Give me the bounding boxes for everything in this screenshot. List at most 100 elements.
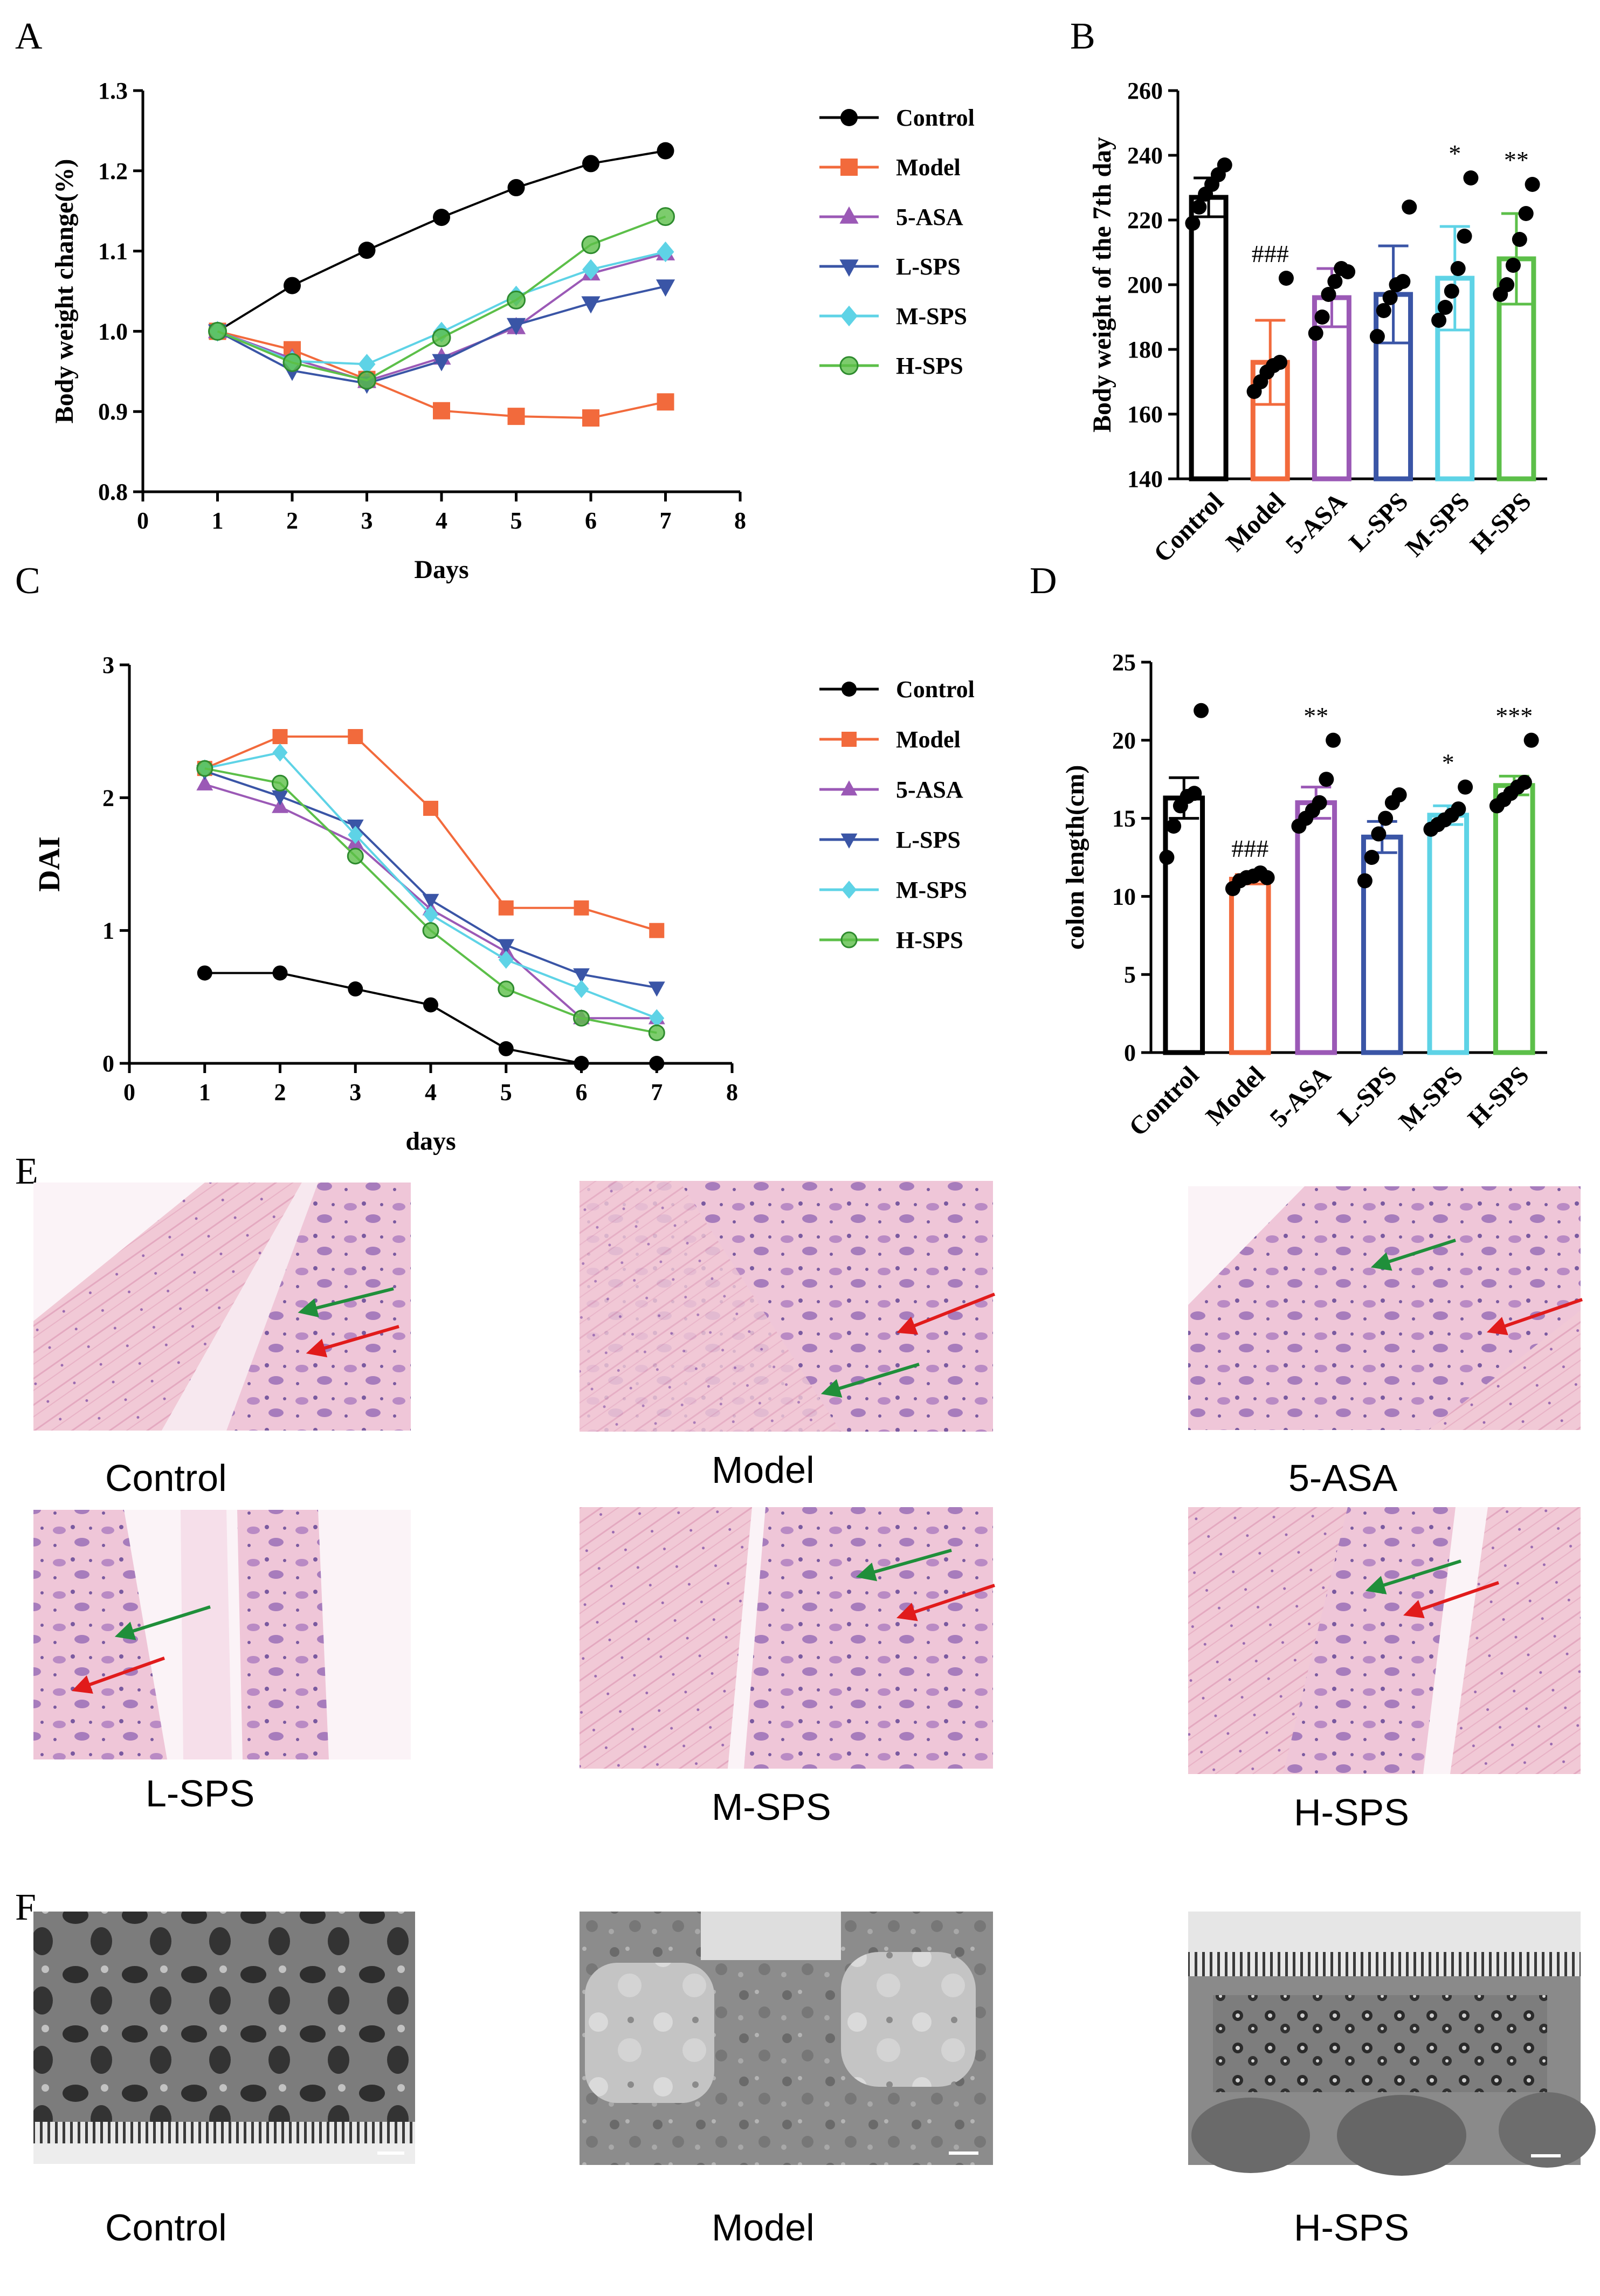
y-tick-label: 0.9 — [98, 398, 128, 425]
y-tick-label: 1.2 — [98, 158, 128, 184]
series-m-sps — [197, 743, 665, 1028]
legend-label: L-SPS — [896, 253, 961, 280]
point-control — [433, 209, 450, 226]
data-point-m-sps — [1451, 801, 1466, 817]
point-m-sps — [657, 241, 674, 263]
legend-marker-m-sps — [842, 881, 857, 899]
point-m-sps — [358, 354, 376, 375]
y-tick-label: 0 — [1124, 1040, 1136, 1066]
y-tick-label: 0 — [102, 1050, 114, 1077]
data-point-l-sps — [1371, 826, 1387, 842]
legend-marker-l-sps — [839, 259, 859, 277]
point-model — [582, 409, 599, 427]
data-point-l-sps — [1369, 329, 1385, 344]
he-caption-control: Control — [105, 1457, 227, 1499]
y-tick-label: 140 — [1127, 466, 1163, 492]
data-point-5-asa — [1326, 732, 1341, 748]
y-tick-label: 200 — [1127, 272, 1163, 298]
point-l-sps — [656, 279, 675, 297]
point-l-sps — [498, 939, 515, 954]
data-point-model — [1259, 870, 1275, 885]
y-tick-label: 20 — [1112, 727, 1136, 754]
x-tick-label-l-sps: L-SPS — [1343, 487, 1413, 557]
data-point-5-asa — [1314, 310, 1330, 325]
legend-marker-h-sps — [840, 931, 858, 948]
bar-group-h-sps: *** — [1489, 702, 1539, 1055]
point-h-sps — [656, 207, 675, 226]
data-point-5-asa — [1340, 264, 1356, 279]
series-l-sps — [196, 765, 665, 997]
tem-image-model — [580, 1912, 993, 2165]
legend-marker-5-asa — [839, 206, 859, 224]
data-point-control — [1159, 850, 1175, 865]
data-point-m-sps — [1444, 284, 1459, 299]
legend-item-model: Model — [819, 154, 961, 181]
data-point-5-asa — [1321, 287, 1336, 302]
point-control — [423, 997, 438, 1013]
x-tick-label: 3 — [361, 507, 373, 534]
he-image-hsps — [1188, 1507, 1581, 1774]
panel-label-a: A — [15, 16, 43, 57]
point-model — [657, 393, 674, 411]
x-tick-label-5-asa: 5-ASA — [1280, 487, 1353, 559]
point-l-sps — [432, 354, 451, 372]
bar-l-sps — [1361, 834, 1403, 1055]
y-tick-label: 3 — [102, 652, 114, 678]
data-point-model — [1278, 271, 1294, 286]
point-model — [348, 729, 363, 745]
legend-label: M-SPS — [896, 877, 967, 903]
point-h-sps — [357, 370, 376, 390]
point-control — [507, 179, 525, 197]
tem-caption-model: Model — [712, 2206, 815, 2249]
legend-marker-model — [840, 159, 858, 176]
he-caption-msps: M-SPS — [712, 1786, 831, 1828]
data-point-h-sps — [1518, 206, 1534, 221]
he-caption-hsps: H-SPS — [1294, 1791, 1409, 1833]
he-caption-lsps: L-SPS — [146, 1772, 254, 1814]
legend-label: 5-ASA — [896, 204, 963, 230]
x-tick-label: 0 — [137, 507, 149, 534]
bar-model — [1229, 877, 1271, 1055]
point-control — [649, 1056, 665, 1071]
point-l-sps — [272, 790, 288, 806]
point-h-sps — [573, 1009, 590, 1027]
point-h-sps — [581, 235, 601, 255]
y-tick-label: 1.1 — [98, 238, 128, 265]
chart-colon-length: 0 5 10 15 20 25 colon length(cm) Control ### Mode… — [1061, 649, 1547, 1142]
data-point-h-sps — [1525, 177, 1540, 192]
y-tick-label: 2 — [102, 785, 114, 811]
bar-group-control — [1185, 157, 1232, 482]
legend-item-5-asa: 5-ASA — [819, 204, 963, 230]
legend-marker-l-sps — [840, 833, 858, 849]
x-tick-label-l-sps: L-SPS — [1333, 1061, 1403, 1131]
point-model — [507, 408, 525, 425]
panel-label-f: F — [15, 1887, 36, 1928]
legend-marker-control — [842, 682, 857, 697]
point-model — [433, 402, 450, 420]
legend-a: Control Model 5-ASA L-SPS M-SPS H-SPS — [819, 105, 975, 379]
legend-label: Control — [896, 676, 975, 703]
data-point-h-sps — [1499, 277, 1515, 292]
y-tick-label: 180 — [1127, 336, 1163, 363]
point-h-sps — [507, 290, 526, 310]
data-point-control — [1185, 216, 1201, 231]
point-l-sps — [573, 968, 590, 984]
legend-label: 5-ASA — [896, 776, 963, 803]
he-image-msps — [580, 1507, 995, 1769]
data-point-control — [1194, 703, 1209, 718]
data-point-h-sps — [1505, 258, 1521, 273]
y-tick-label: 240 — [1127, 142, 1163, 169]
significance-label-5-asa: ** — [1304, 702, 1328, 730]
x-axis-label: days — [405, 1127, 456, 1156]
point-m-sps — [498, 951, 514, 969]
point-l-sps — [581, 296, 601, 314]
point-control — [574, 1056, 589, 1071]
legend-label: Model — [896, 154, 961, 181]
x-tick-label: 6 — [576, 1079, 588, 1105]
x-tick-label-m-sps: M-SPS — [1394, 1061, 1468, 1136]
point-control — [582, 155, 599, 173]
data-point-l-sps — [1357, 873, 1373, 889]
y-tick-label: 1 — [102, 918, 114, 944]
y-tick-label: 220 — [1127, 207, 1163, 233]
